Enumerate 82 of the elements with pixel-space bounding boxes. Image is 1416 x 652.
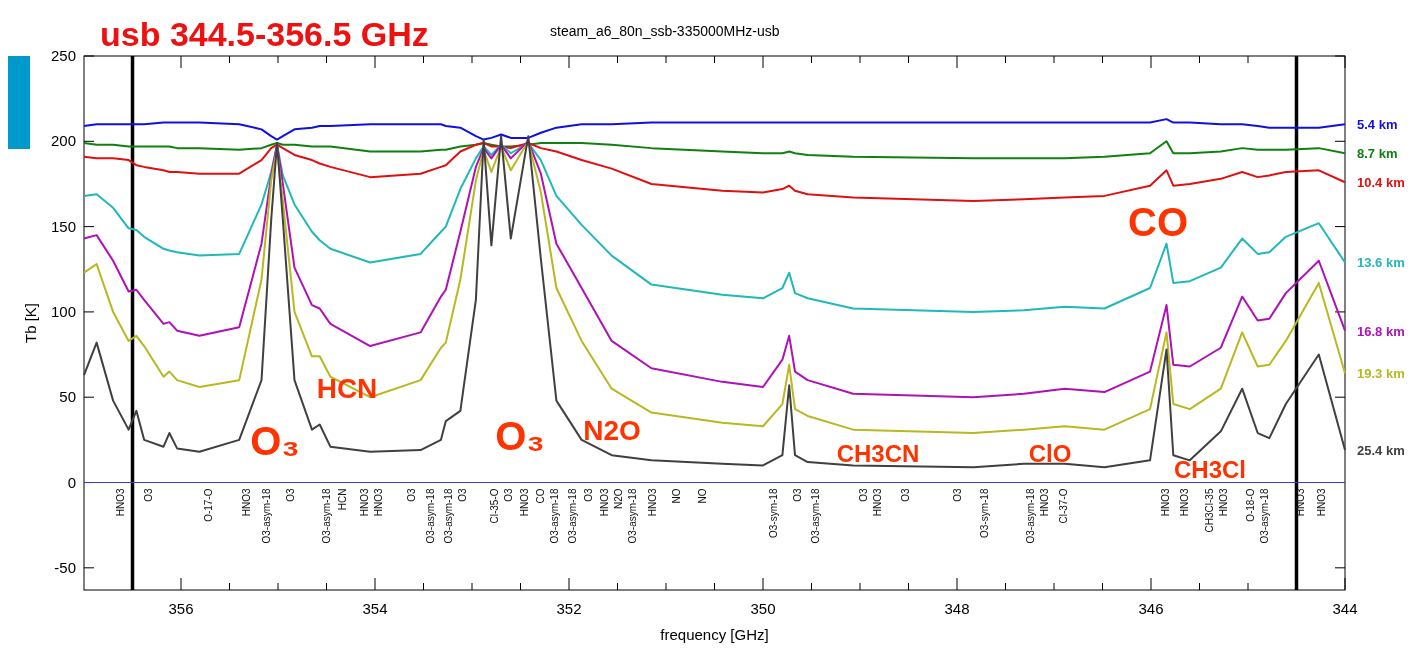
series-label: 16.8 km	[1357, 323, 1405, 339]
annotation: HNO3	[241, 488, 252, 517]
series-label: 13.6 km	[1357, 255, 1405, 271]
annotation: Cl-35-O	[489, 488, 500, 524]
y-tick-label: 100	[50, 302, 76, 320]
series-label: 25.4 km	[1357, 443, 1405, 459]
annotation: O3-asym-18	[567, 488, 578, 544]
x-tick-label: 356	[168, 600, 194, 617]
line-series	[83, 142, 1346, 313]
x-tick-label: 346	[1138, 600, 1164, 617]
y-tick-label: -50	[54, 558, 76, 576]
chart-subtitle: steam_a6_80n_ssb-335000MHz-usb	[550, 23, 780, 39]
annotation: Cl-37-O	[1058, 488, 1069, 524]
y-tick-label: 200	[50, 132, 76, 150]
annotation: O3-sym-18	[768, 488, 779, 538]
annotation: O3	[792, 488, 803, 502]
annotation: O3	[143, 488, 154, 502]
annotation: O3	[503, 488, 514, 502]
annotation: ClO	[1028, 440, 1072, 467]
y-tick-label: 250	[50, 47, 76, 64]
y-axis-title: Tb [K]	[22, 302, 39, 344]
annotation: O3	[285, 488, 296, 502]
annotation: CH3Cl	[1173, 456, 1247, 483]
annotation: NO	[671, 488, 682, 504]
annotation: O3	[457, 488, 468, 502]
y-tick-label: 0	[67, 473, 76, 491]
annotation: O3	[583, 488, 594, 502]
series-label: 8.7 km	[1357, 146, 1398, 162]
series-label: 10.4 km	[1357, 175, 1405, 191]
x-axis-title: frequency [GHz]	[660, 626, 769, 643]
annotation: O-17-O	[203, 488, 214, 522]
annotation: O3-asym-18	[627, 488, 638, 544]
annotation: HNO3	[1316, 488, 1327, 517]
chart-title: usb 344.5-356.5 GHz	[100, 15, 429, 53]
annotation: HNO3	[519, 488, 530, 517]
annotation: HNO3	[1179, 488, 1190, 517]
series-label: 5.4 km	[1357, 117, 1398, 133]
annotation: O3-asym-18	[321, 488, 332, 544]
annotation: CH3Cl-35	[1204, 488, 1215, 533]
annotation: N2O	[583, 415, 641, 446]
annotation: O3-asym-18	[1025, 488, 1036, 544]
y-tick-label: 50	[59, 388, 76, 406]
annotation: N2O	[613, 488, 624, 510]
annotation: CO	[1128, 200, 1188, 244]
annotation: HNO3	[1160, 488, 1171, 517]
annotation: HNO3	[115, 488, 126, 517]
annotation: HCN	[337, 488, 348, 511]
annotation: O3-asym-18	[443, 488, 454, 544]
annotation: O3-asym-18	[261, 488, 272, 544]
annotation: O3-asym-18	[1259, 488, 1270, 544]
annotation: HNO3	[872, 488, 883, 517]
annotation: O3-sym-18	[979, 488, 990, 538]
annotation: CO	[535, 488, 546, 504]
line-series	[83, 142, 1346, 203]
annotation: HNO3	[647, 488, 658, 517]
annotation: HNO3	[1218, 488, 1229, 517]
annotation: HNO3	[359, 488, 370, 517]
annotation: O3	[858, 488, 869, 502]
annotation: O3	[900, 488, 911, 502]
y-tick-label: 150	[50, 217, 76, 235]
annotation: O-18-O	[1245, 488, 1256, 522]
x-tick-label: 354	[362, 600, 388, 617]
line-series	[83, 118, 1346, 141]
series-label: 19.3 km	[1357, 366, 1405, 382]
x-tick-label: 348	[944, 600, 970, 617]
annotation: HNO3	[599, 488, 610, 517]
annotation: NO	[697, 488, 708, 504]
annotation: O3	[952, 488, 963, 502]
annotation: O₃	[495, 414, 545, 458]
annotation: O3	[406, 488, 417, 502]
annotation: HNO3	[1039, 488, 1050, 517]
annotation: O3-asym-18	[425, 488, 436, 544]
x-tick-label: 350	[750, 600, 776, 617]
x-tick-label: 344	[1332, 600, 1358, 617]
annotation: O3-asym-18	[549, 488, 560, 544]
line-series	[83, 140, 1346, 160]
annotation: HNO3	[373, 488, 384, 517]
annotation: O₃	[250, 419, 300, 463]
annotation: O3-asym-18	[810, 488, 821, 544]
annotation: CH3CN	[836, 440, 920, 467]
x-tick-label: 352	[556, 600, 582, 617]
annotation: HNO3	[1295, 488, 1306, 517]
